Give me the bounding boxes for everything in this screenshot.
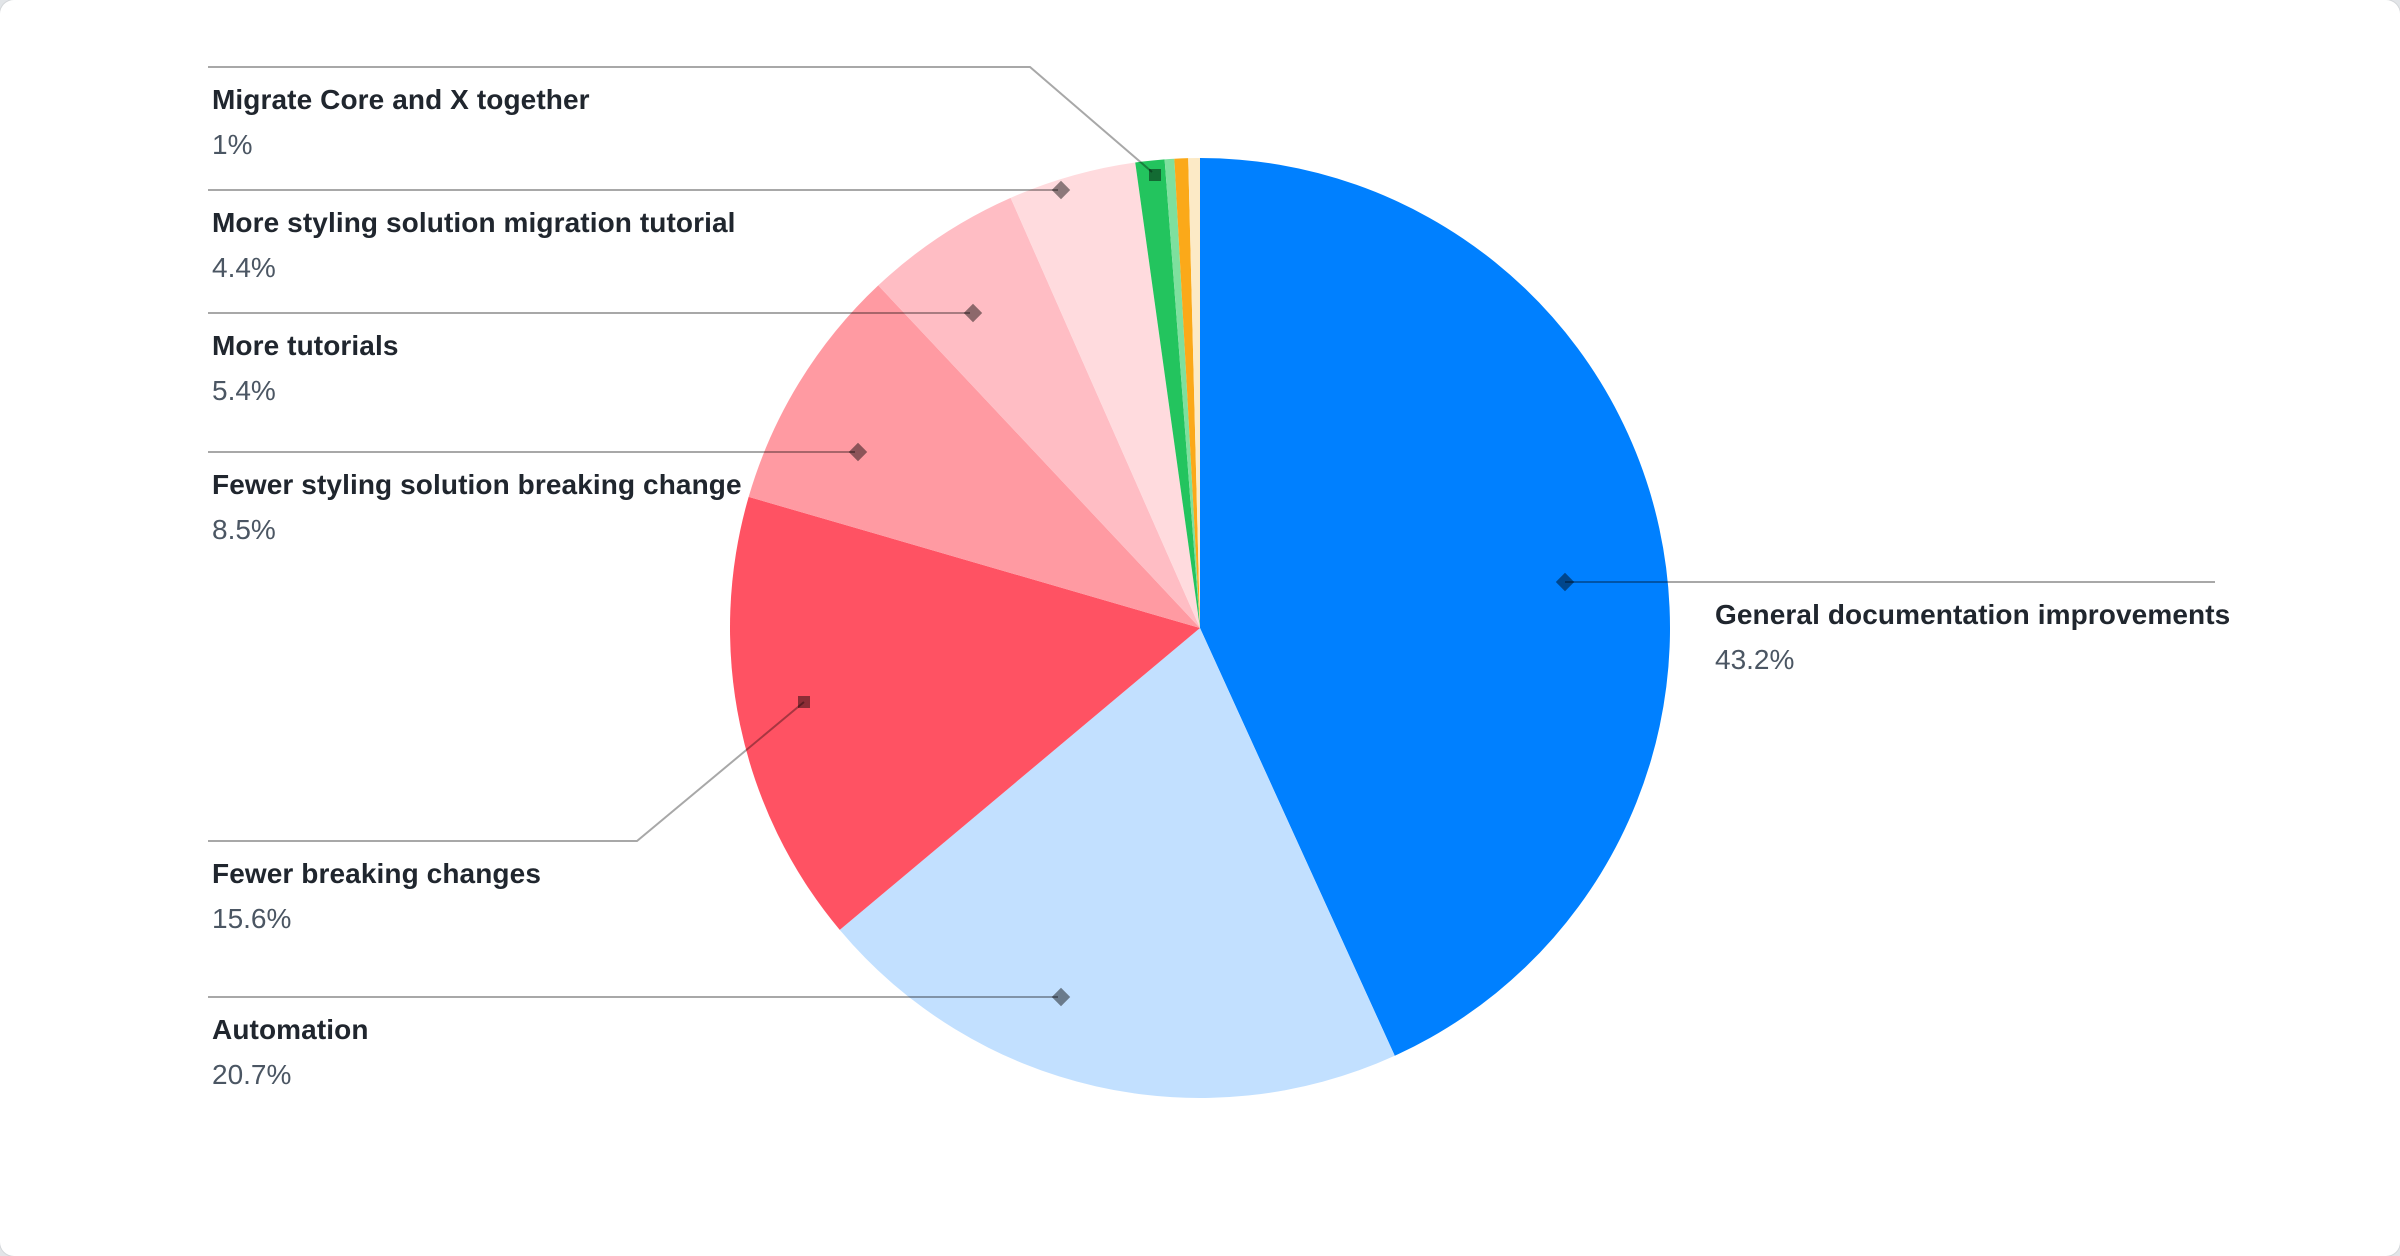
pie-slice-fewer-styling-solution-breaking-change[interactable]: [748, 285, 1200, 628]
leader-line-fewer-breaking-changes: [208, 701, 805, 842]
leader-dot-migrate-core-and-x-together: [1149, 169, 1161, 181]
leader-dot-automation: [1051, 987, 1071, 1007]
leader-dot-fewer-breaking-changes: [798, 696, 810, 708]
leader-dot-general-documentation-improvements: [1555, 572, 1575, 592]
pie-slice-unlabeled-7[interactable]: [1164, 158, 1200, 628]
pie-slice-unlabeled-8[interactable]: [1174, 158, 1200, 628]
leader-dot-more-styling-solution-migration-tutorial: [1051, 180, 1071, 200]
leader-dot-fewer-styling-solution-breaking-change: [848, 442, 868, 462]
pie-slice-fewer-breaking-changes[interactable]: [729, 496, 1200, 930]
pie-slice-migrate-core-and-x-together[interactable]: [1135, 159, 1200, 628]
pie-slice-unlabeled-9[interactable]: [1188, 158, 1200, 628]
pie-slice-general-documentation-improvements[interactable]: [1200, 158, 1671, 1056]
leader-line-migrate-core-and-x-together: [208, 66, 1153, 173]
pie-slice-automation[interactable]: [839, 628, 1395, 1099]
pie-slice-more-styling-solution-migration-tutorial[interactable]: [1010, 162, 1200, 629]
leader-dot-more-tutorials: [963, 303, 983, 323]
pie-slice-more-tutorials[interactable]: [878, 197, 1200, 628]
